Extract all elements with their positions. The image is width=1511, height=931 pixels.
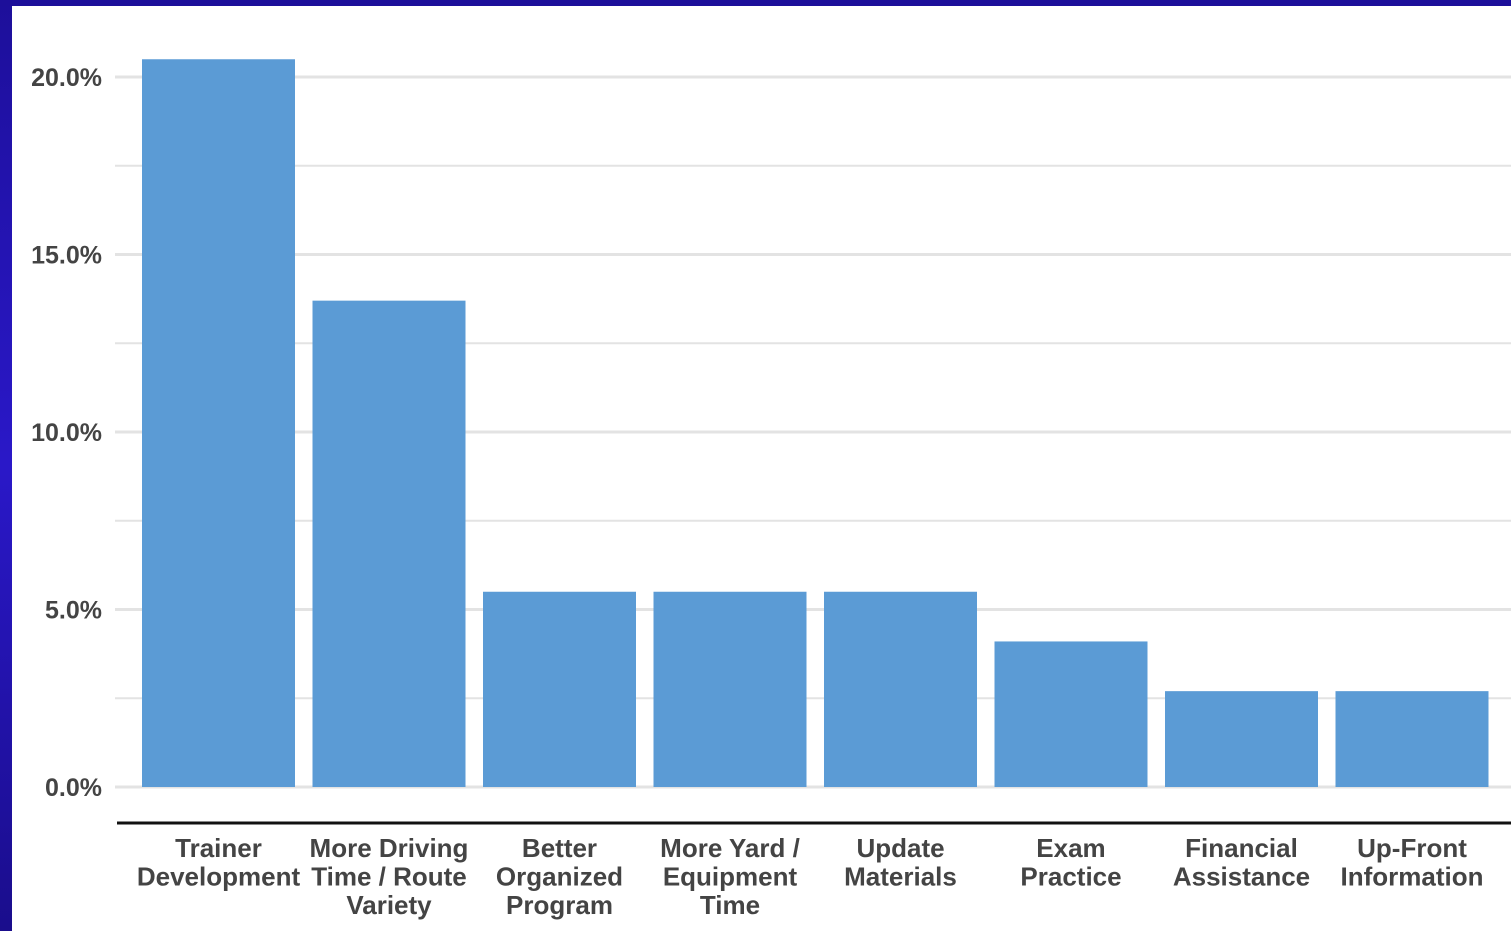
bar [483, 591, 636, 787]
x-tick-label: Trainer Development [137, 833, 301, 892]
bar [653, 591, 807, 787]
x-tick-label: More Yard / Equipment Time [660, 833, 800, 920]
y-tick-label: 0.0% [45, 774, 102, 802]
x-tick-label: Better Organized Program [496, 833, 623, 920]
bar [312, 300, 466, 787]
y-tick-label: 10.0% [31, 419, 102, 447]
x-tick-label: More Driving Time / Route Variety [310, 833, 469, 920]
bar [824, 591, 977, 787]
y-tick-label: 20.0% [31, 64, 102, 92]
bars [142, 59, 1489, 787]
x-tick-label: Exam Practice [1020, 833, 1121, 892]
x-tick-label: Financial Assistance [1173, 833, 1310, 892]
bar [994, 641, 1148, 787]
chart-panel: 0.0% 5.0% 10.0% 15.0% 20.0% Trainer Developme… [12, 6, 1511, 931]
bar [1165, 691, 1318, 787]
bar [1335, 691, 1489, 787]
x-tick-label: Update Materials [844, 833, 957, 892]
y-tick-label: 5.0% [45, 597, 102, 625]
bar [142, 59, 295, 787]
y-axis-ticks: 0.0% 5.0% 10.0% 15.0% 20.0% [31, 64, 102, 802]
bar-chart: 0.0% 5.0% 10.0% 15.0% 20.0% Trainer Developme… [31, 59, 1511, 920]
y-tick-label: 15.0% [31, 242, 102, 270]
x-tick-label: Up-Front Information [1341, 833, 1484, 892]
